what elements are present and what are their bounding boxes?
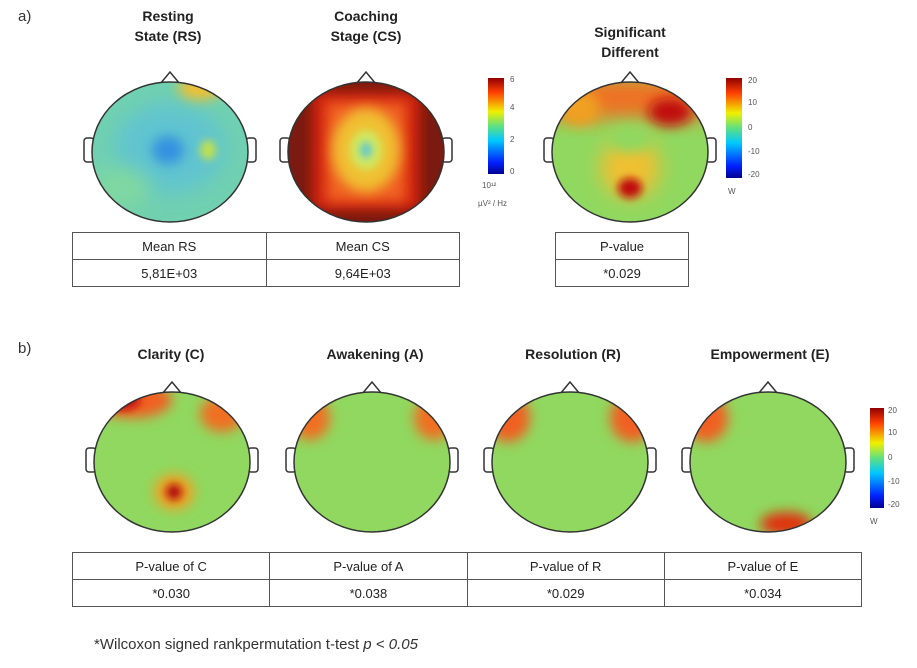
svg-text:20: 20 [748, 76, 757, 85]
mean-cs-value: 9,64E+03 [265, 259, 460, 287]
map-title-coaching-stage: Coaching Stage (CS) [330, 8, 402, 44]
topomap-clarity [85, 380, 259, 533]
colorbar-w-b: 20 10 0 -10 -20 W [870, 406, 900, 526]
topomap-resting-state [83, 70, 257, 223]
colorbar-power: 6 4 2 0 10¹² µV² / Hz [478, 75, 515, 208]
map-title-significant-different: Significant Different [594, 24, 666, 60]
p-value-c: *0.030 [71, 579, 271, 607]
topomap-significant-different [543, 70, 717, 223]
mean-rs-header: Mean RS [72, 232, 267, 260]
svg-text:W: W [870, 517, 878, 526]
svg-text:0: 0 [748, 123, 753, 132]
p-value-value: *0.029 [555, 259, 689, 287]
svg-text:-10: -10 [888, 477, 900, 486]
svg-text:2: 2 [510, 135, 515, 144]
footnote-text: *Wilcoxon signed rankpermutation t-test [94, 636, 364, 653]
p-value-a: *0.038 [269, 579, 468, 607]
svg-text:-10: -10 [748, 147, 760, 156]
svg-text:µV² / Hz: µV² / Hz [478, 199, 507, 208]
svg-text:10: 10 [888, 428, 897, 437]
p-value-r-header: P-value of R [466, 552, 665, 580]
svg-text:-20: -20 [748, 170, 760, 179]
map-title-resolution: Resolution (R) [525, 346, 621, 362]
footnote: *Wilcoxon signed rankpermutation t-test … [94, 636, 418, 653]
footnote-math: p < 0.05 [363, 636, 418, 653]
svg-text:10¹²: 10¹² [482, 181, 497, 190]
p-value-c-header: P-value of C [71, 552, 271, 580]
svg-text:4: 4 [510, 103, 515, 112]
p-value-e: *0.034 [663, 579, 863, 607]
svg-text:0: 0 [510, 167, 515, 176]
topomap-coaching-stage [279, 70, 453, 223]
mean-cs-header: Mean CS [265, 232, 460, 260]
topomap-awakening [285, 380, 459, 533]
topomap-resolution [483, 380, 657, 533]
panel-a-label: a) [18, 8, 32, 25]
svg-text:20: 20 [888, 406, 897, 415]
map-title-empowerment: Empowerment (E) [710, 346, 830, 362]
colorbar-w-a: 20 10 0 -10 -20 W [726, 76, 760, 196]
p-value-a-header: P-value of A [269, 552, 468, 580]
svg-text:0: 0 [888, 453, 893, 462]
map-title-resting-state: Resting State (RS) [134, 8, 202, 44]
svg-text:-20: -20 [888, 500, 900, 509]
mean-table: Mean RS Mean CS 5,81E+03 9,64E+03 [72, 232, 460, 287]
topomap-empowerment [681, 380, 855, 533]
p-value-table-b: P-value of C P-value of A P-value of R P… [71, 552, 863, 607]
p-value-table-a: P-value *0.029 [555, 232, 689, 287]
p-value-e-header: P-value of E [663, 552, 863, 580]
svg-text:W: W [728, 187, 736, 196]
svg-text:6: 6 [510, 75, 515, 84]
mean-rs-value: 5,81E+03 [72, 259, 267, 287]
map-title-clarity: Clarity (C) [137, 346, 205, 362]
p-value-r: *0.029 [466, 579, 665, 607]
svg-text:10: 10 [748, 98, 757, 107]
p-value-header: P-value [555, 232, 689, 260]
map-title-awakening: Awakening (A) [326, 346, 424, 362]
panel-b-label: b) [18, 340, 32, 357]
